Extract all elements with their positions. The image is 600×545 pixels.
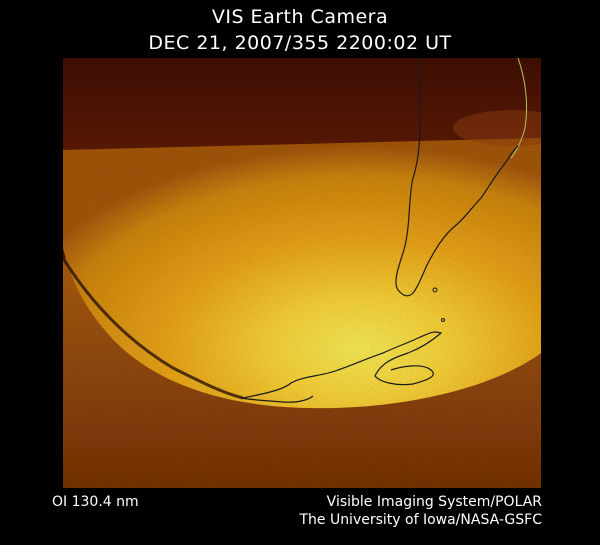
island-mark [432, 287, 438, 293]
credit-block: Visible Imaging System/POLAR The Univers… [299, 493, 542, 529]
credit-line-institution: The University of Iowa/NASA-GSFC [299, 512, 542, 528]
coastline-south-america [395, 58, 519, 297]
earth-auroral-image [63, 58, 541, 488]
glow-patch [453, 110, 541, 146]
earth-image-svg [63, 58, 541, 488]
coastline-peninsula [240, 395, 314, 403]
grid-line [510, 58, 528, 159]
island-mark [441, 318, 445, 322]
title-block: VIS Earth Camera DEC 21, 2007/355 2200:0… [0, 4, 600, 56]
coastline-antarctica [242, 331, 443, 399]
limb-line [63, 257, 244, 400]
wavelength-label: OI 130.4 nm [52, 494, 139, 510]
sunlit-disk [63, 138, 541, 409]
image-title: VIS Earth Camera [211, 6, 389, 28]
image-timestamp: DEC 21, 2007/355 2200:02 UT [148, 32, 452, 54]
credit-line-instrument: Visible Imaging System/POLAR [326, 494, 542, 510]
